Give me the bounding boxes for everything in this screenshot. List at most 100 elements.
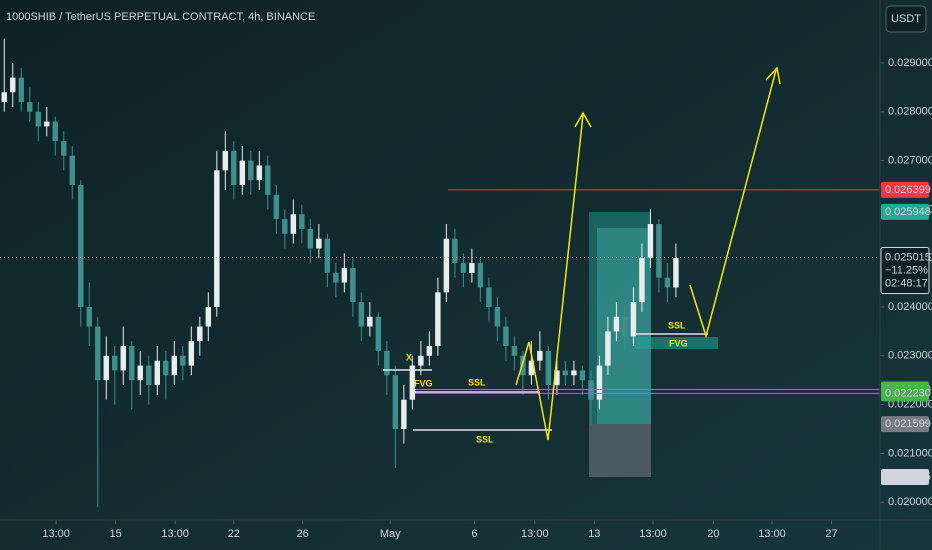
candle-body	[316, 238, 322, 249]
y-tick-label: 0.029000	[888, 57, 932, 69]
last-price-label: 0.025015	[885, 251, 931, 263]
path-arrow	[689, 69, 777, 339]
candle-body	[358, 302, 365, 327]
candle-body	[401, 399, 407, 429]
candle-body	[103, 355, 110, 381]
candle-body	[392, 375, 399, 429]
candle-body	[120, 346, 127, 371]
candle-body	[435, 292, 441, 347]
candle-body	[503, 326, 509, 347]
arrow-head	[574, 111, 592, 128]
candle-body	[622, 316, 628, 337]
candle-body	[605, 331, 611, 366]
candle-body	[656, 224, 662, 278]
x-tick-label: 6	[471, 528, 477, 540]
chart-title: 1000SHIB / TetherUS PERPETUAL CONTRACT, …	[6, 11, 315, 23]
price-tag-label: 0.022230	[885, 387, 931, 399]
candle-body	[78, 184, 84, 307]
candle-body	[69, 155, 75, 185]
candle-body	[299, 214, 305, 229]
candle-body	[239, 160, 246, 185]
candle-body	[95, 326, 101, 381]
price-tag	[881, 385, 929, 402]
annotation: FVG	[414, 378, 433, 388]
last-price-tag	[880, 246, 930, 294]
candle-body	[409, 365, 416, 400]
candle-body	[222, 150, 229, 171]
y-tick-label: 0.022000	[888, 398, 932, 410]
price-tag-label: 0.020515	[885, 471, 931, 483]
candle-body	[511, 346, 518, 356]
x-tick-label: 13	[588, 528, 600, 540]
y-tick-label: 0.021000	[888, 447, 932, 459]
candle-body	[188, 341, 195, 366]
annotation: FVG	[669, 338, 688, 348]
candle-body	[639, 258, 645, 303]
candle-body	[273, 194, 280, 220]
candle-body	[486, 287, 492, 307]
candle-body	[613, 316, 620, 332]
candle-body	[426, 346, 433, 356]
x-tick-label: 13:00	[758, 528, 786, 540]
candle-body	[554, 370, 560, 386]
candle-body	[265, 165, 271, 195]
y-tick-label: 0.024000	[888, 301, 932, 313]
x-tick-label: 13:00	[42, 528, 70, 540]
price-tag	[881, 203, 929, 220]
arrow-head	[765, 66, 781, 85]
candle-body	[18, 77, 24, 103]
candle-body	[290, 214, 297, 234]
candle-body	[469, 263, 475, 273]
candle-body	[647, 224, 654, 259]
candle-body	[197, 326, 203, 342]
currency-label: USDT	[891, 13, 921, 25]
candle-body	[528, 360, 535, 376]
last-price-change: −11.25%	[885, 264, 928, 276]
annotation: SSL	[476, 434, 494, 444]
candle-body	[154, 360, 161, 386]
x-tick-label: 26	[297, 528, 309, 540]
candle-body	[129, 346, 135, 381]
fvg-box	[635, 337, 718, 349]
candle-body	[27, 102, 33, 112]
price-tag-label: 0.026399	[885, 184, 931, 196]
y-tick-label: 0.020000	[888, 496, 932, 508]
candle-body	[520, 355, 526, 376]
candle-body	[44, 121, 50, 127]
candle-body	[35, 111, 41, 127]
candle-body	[333, 272, 339, 283]
candle-body	[596, 365, 603, 400]
candle-body	[375, 316, 382, 351]
candle-body	[146, 365, 152, 386]
candle-body	[112, 355, 118, 371]
stop-zone	[589, 424, 651, 477]
price-tag-label: 0.025948	[885, 206, 931, 218]
candle-body	[86, 306, 92, 327]
candle-body	[494, 306, 501, 327]
candle-body	[307, 228, 314, 249]
price-tag	[881, 469, 929, 486]
annotation: SSL	[668, 320, 686, 330]
last-price-countdown: 02:48:17	[885, 277, 928, 289]
price-tag	[881, 416, 929, 433]
currency-button[interactable]	[885, 5, 927, 33]
candle-body	[630, 302, 637, 337]
x-tick-label: 13:00	[521, 528, 549, 540]
candle-body	[571, 370, 577, 376]
candle-body	[562, 370, 569, 376]
candle-body	[163, 360, 169, 376]
candle-body	[180, 355, 186, 366]
candle-body	[231, 150, 237, 185]
candle-body	[282, 219, 288, 234]
candle-body	[673, 258, 679, 288]
y-tick-label: 0.028000	[888, 106, 932, 118]
candle-body	[664, 277, 671, 288]
candle-body	[460, 263, 467, 273]
candle-body	[477, 263, 484, 288]
path-arrow	[515, 114, 584, 441]
annotation: SSL	[468, 377, 486, 387]
x-tick-label: 13:00	[639, 528, 667, 540]
candle-body	[256, 165, 263, 181]
